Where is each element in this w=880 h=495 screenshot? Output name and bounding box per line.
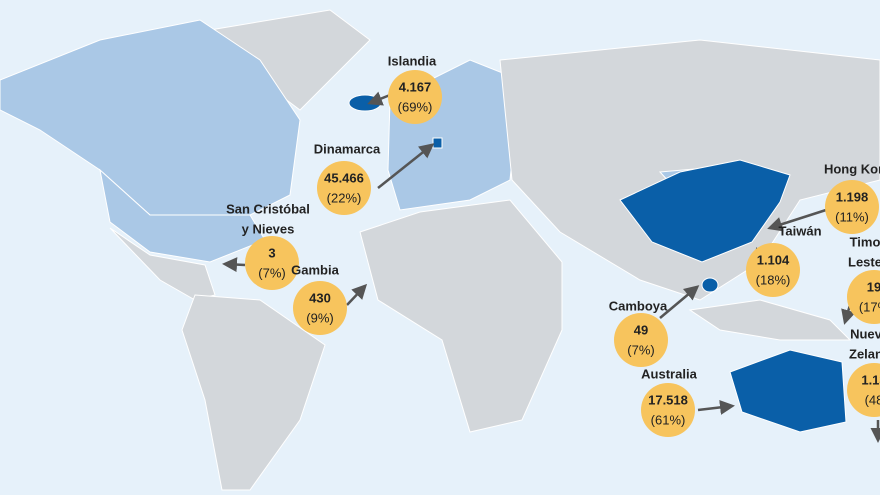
share: (22%) — [327, 190, 362, 205]
value-bubble — [825, 180, 879, 234]
value: 1.198 — [836, 189, 869, 204]
south-america — [181, 294, 326, 491]
china — [619, 159, 791, 263]
central-america — [109, 227, 216, 301]
value-bubble — [245, 236, 299, 290]
value-bubble — [641, 383, 695, 437]
arrow — [377, 143, 435, 189]
value-bubble — [388, 70, 442, 124]
denmark — [432, 137, 443, 149]
iceland — [348, 94, 382, 112]
value: 430 — [309, 290, 331, 305]
australia — [729, 349, 847, 433]
share: (9%) — [306, 310, 333, 325]
value: 49 — [634, 322, 648, 337]
callouts: Islandia 4.167 (69%) Dinamarca 45.466 (22%) Sa… — [222, 53, 880, 443]
country-name: y Nieves — [242, 221, 295, 236]
value-bubble — [614, 313, 668, 367]
value-bubble — [317, 161, 371, 215]
share: (69%) — [398, 99, 433, 114]
value: 19 — [867, 279, 880, 294]
share: (17% — [859, 299, 880, 314]
arrow — [697, 399, 735, 415]
africa — [359, 199, 563, 433]
share: (7%) — [258, 265, 285, 280]
value: 4.167 — [399, 79, 432, 94]
country-name: Timo — [850, 234, 880, 249]
arrow — [346, 283, 368, 306]
arrow — [367, 91, 391, 106]
value-bubble — [847, 363, 880, 417]
country-name: Camboya — [609, 298, 668, 313]
value: 3 — [268, 245, 275, 260]
country-name: Taiwán — [778, 223, 821, 238]
country-name: Leste — [848, 254, 880, 269]
country-name: Nuev — [850, 326, 880, 341]
share: (7%) — [627, 342, 654, 357]
arrow — [767, 208, 827, 232]
share: (11%) — [835, 209, 869, 224]
value: 17.518 — [648, 392, 688, 407]
share: (61%) — [651, 412, 686, 427]
country-name: Zelan — [849, 346, 880, 361]
indonesia — [688, 299, 852, 341]
value-bubble — [847, 270, 880, 324]
landmasses — [0, 9, 880, 491]
share: (48 — [865, 392, 880, 407]
value: 1.13 — [861, 372, 880, 387]
share: (18%) — [756, 272, 791, 287]
arrow — [841, 304, 856, 325]
country-name: Australia — [641, 366, 697, 381]
canada — [0, 19, 301, 216]
value: 45.466 — [324, 170, 364, 185]
cambodia — [701, 277, 719, 293]
country-name: Dinamarca — [314, 141, 381, 156]
arrow — [659, 285, 700, 319]
value-bubble — [293, 281, 347, 335]
usa — [99, 168, 266, 263]
country-name: San Cristóbal — [226, 201, 310, 216]
value-bubble — [746, 243, 800, 297]
country-name: Hong Kon — [824, 161, 880, 176]
country-name: Gambia — [291, 262, 339, 277]
value: 1.104 — [757, 252, 790, 267]
arrow — [222, 257, 246, 273]
country-name: Islandia — [388, 53, 437, 68]
